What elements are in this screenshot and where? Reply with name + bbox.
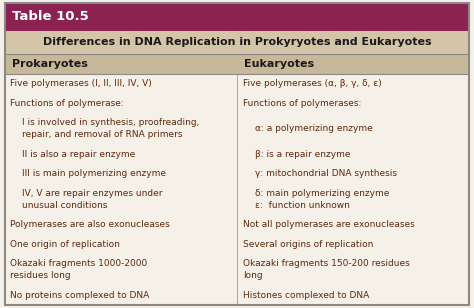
FancyBboxPatch shape — [5, 54, 469, 74]
Text: IV, V are repair enzymes under
unusual conditions: IV, V are repair enzymes under unusual c… — [22, 189, 163, 210]
Text: Polymerases are also exonucleases: Polymerases are also exonucleases — [10, 220, 170, 229]
Text: Functions of polymerases:: Functions of polymerases: — [243, 99, 361, 108]
Text: II is also a repair enzyme: II is also a repair enzyme — [22, 150, 136, 159]
Text: Table 10.5: Table 10.5 — [12, 10, 89, 23]
Text: I is involved in synthesis, proofreading,
repair, and removal of RNA primers: I is involved in synthesis, proofreading… — [22, 118, 200, 139]
Text: III is main polymerizing enzyme: III is main polymerizing enzyme — [22, 169, 166, 178]
Text: α: a polymerizing enzyme: α: a polymerizing enzyme — [255, 124, 372, 133]
Text: No proteins complexed to DNA: No proteins complexed to DNA — [10, 290, 150, 300]
FancyBboxPatch shape — [5, 3, 469, 31]
Text: Differences in DNA Replication in Prokyryotes and Eukaryotes: Differences in DNA Replication in Prokyr… — [43, 37, 431, 47]
FancyBboxPatch shape — [5, 74, 469, 305]
Text: β: is a repair enzyme: β: is a repair enzyme — [255, 150, 350, 159]
Text: Okazaki fragments 150-200 residues
long: Okazaki fragments 150-200 residues long — [243, 259, 410, 280]
Text: Not all polymerases are exonucleases: Not all polymerases are exonucleases — [243, 220, 414, 229]
Text: Okazaki fragments 1000-2000
residues long: Okazaki fragments 1000-2000 residues lon… — [10, 259, 148, 280]
Text: Functions of polymerase:: Functions of polymerase: — [10, 99, 124, 108]
Text: Five polymerases (α, β, γ, δ, ε): Five polymerases (α, β, γ, δ, ε) — [243, 79, 382, 88]
Text: Eukaryotes: Eukaryotes — [244, 59, 314, 69]
FancyBboxPatch shape — [5, 31, 469, 54]
Text: Five polymerases (I, II, III, IV, V): Five polymerases (I, II, III, IV, V) — [10, 79, 152, 88]
Text: Histones complexed to DNA: Histones complexed to DNA — [243, 290, 369, 300]
Text: δ: main polymerizing enzyme
ε:  function unknown: δ: main polymerizing enzyme ε: function … — [255, 189, 389, 210]
Text: Several origins of replication: Several origins of replication — [243, 240, 373, 249]
Text: Prokaryotes: Prokaryotes — [12, 59, 88, 69]
Text: One origin of replication: One origin of replication — [10, 240, 120, 249]
Text: γ: mitochondrial DNA synthesis: γ: mitochondrial DNA synthesis — [255, 169, 397, 178]
